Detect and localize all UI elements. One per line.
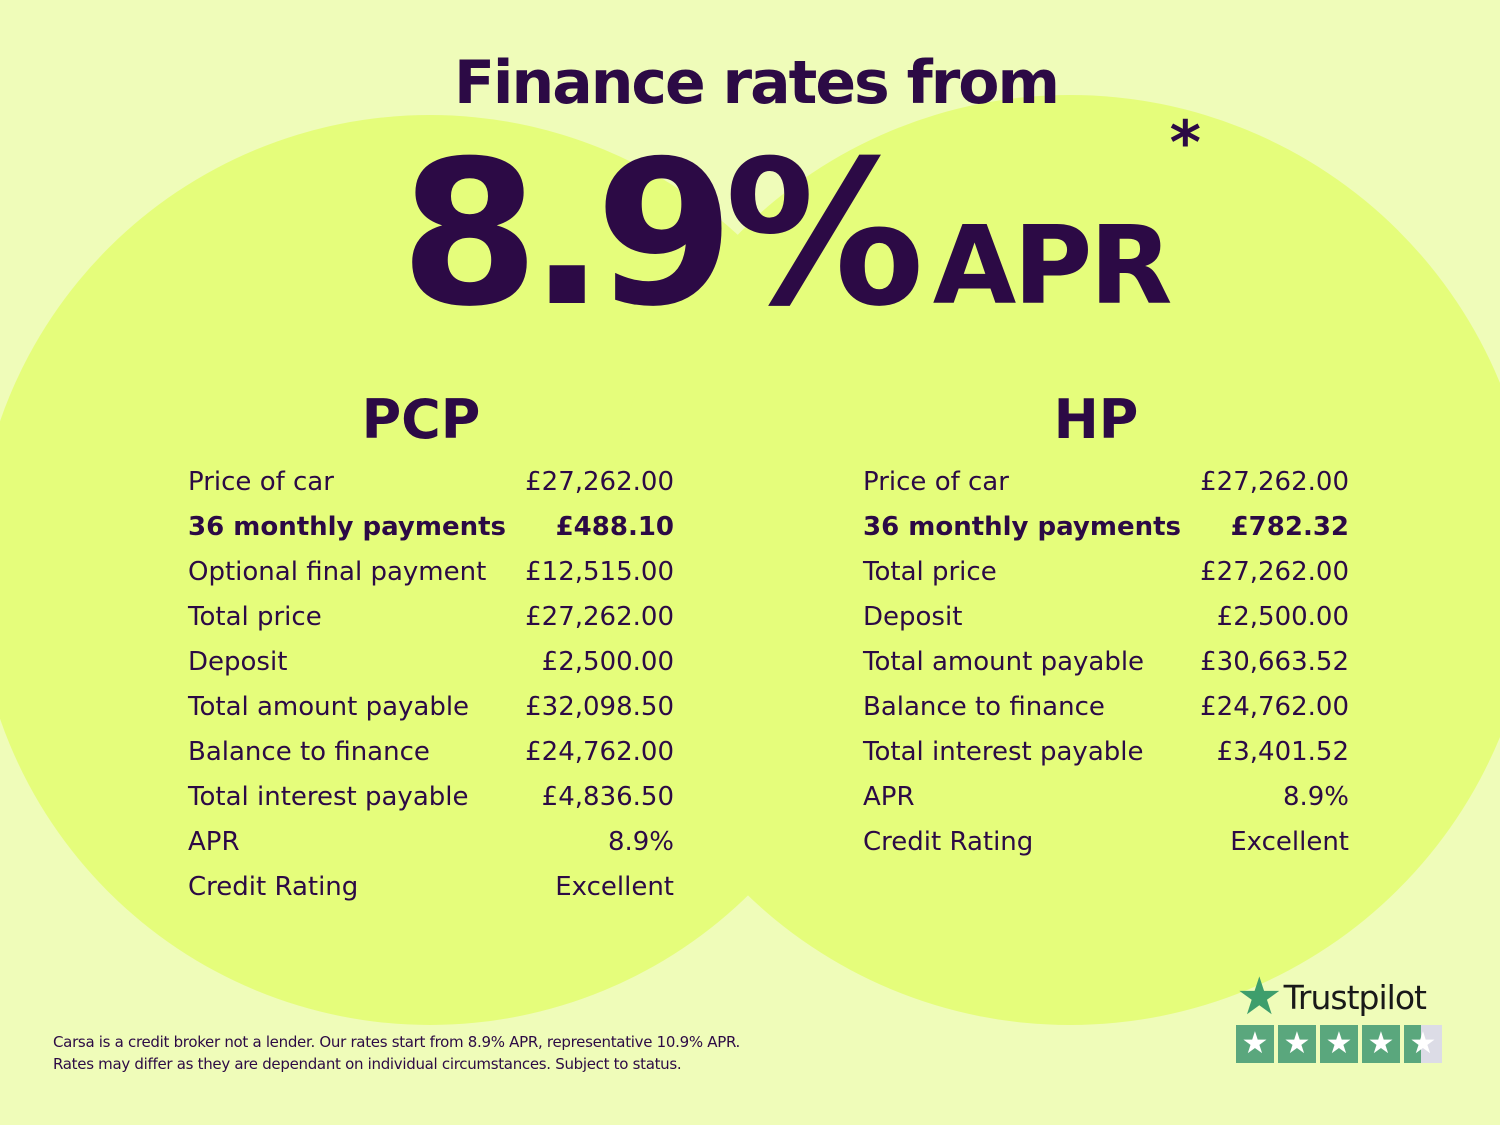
- background-circle-right: [605, 95, 1500, 1025]
- headline: Finance rates from: [453, 48, 1060, 118]
- row-value: £30,663.52: [1200, 647, 1349, 677]
- row-value: £488.10: [555, 512, 674, 542]
- rating-star-icon: ★: [1236, 1025, 1274, 1063]
- disclaimer-line-1: Carsa is a credit broker not a lender. O…: [53, 1033, 740, 1051]
- table-row: 36 monthly payments £782.32: [863, 505, 1349, 550]
- row-value: Excellent: [1230, 827, 1349, 857]
- row-label: Balance to finance: [863, 692, 1105, 722]
- rating-star-icon: ★: [1320, 1025, 1358, 1063]
- table-row: Deposit £2,500.00: [188, 640, 674, 685]
- apr-rate: 8.9% APR *: [400, 108, 1201, 351]
- row-label: APR: [863, 782, 915, 812]
- table-row: APR 8.9%: [188, 820, 674, 865]
- hp-table: HP Price of car £27,262.00 36 monthly paym…: [863, 388, 1349, 865]
- row-value: £12,515.00: [525, 557, 674, 587]
- row-value: £27,262.00: [1200, 467, 1349, 497]
- row-value: £3,401.52: [1216, 737, 1349, 767]
- table-row: Price of car £27,262.00: [188, 460, 674, 505]
- pcp-title: PCP: [361, 388, 481, 451]
- trustpilot-star-icon: ★: [1236, 967, 1283, 1027]
- row-label: Credit Rating: [863, 827, 1034, 857]
- table-row: Total interest payable £3,401.52: [863, 730, 1349, 775]
- row-label: Optional final payment: [188, 557, 487, 587]
- row-value: £782.32: [1230, 512, 1349, 542]
- row-value: Excellent: [555, 872, 674, 902]
- row-label: APR: [188, 827, 240, 857]
- trustpilot-rating: ★ ★ ★ ★ ★: [1236, 1025, 1442, 1063]
- trustpilot-badge: ★ Trustpilot ★ ★ ★ ★ ★: [1236, 967, 1442, 1063]
- row-label: Credit Rating: [188, 872, 359, 902]
- table-row: Deposit £2,500.00: [863, 595, 1349, 640]
- row-label: 36 monthly payments: [863, 512, 1181, 542]
- rating-star-icon: ★: [1404, 1025, 1442, 1063]
- trustpilot-name: Trustpilot: [1283, 977, 1427, 1017]
- rate-value: 8.9%: [400, 118, 925, 351]
- row-value: £27,262.00: [525, 602, 674, 632]
- row-label: Deposit: [188, 647, 288, 677]
- row-label: Total interest payable: [188, 782, 469, 812]
- rate-suffix: APR: [932, 204, 1173, 329]
- row-label: 36 monthly payments: [188, 512, 506, 542]
- table-row: APR 8.9%: [863, 775, 1349, 820]
- row-label: Total amount payable: [188, 692, 470, 722]
- table-row: Total amount payable £30,663.52: [863, 640, 1349, 685]
- table-row: Total amount payable £32,098.50: [188, 685, 674, 730]
- table-row: Optional final payment £12,515.00: [188, 550, 674, 595]
- table-row: Total interest payable £4,836.50: [188, 775, 674, 820]
- disclaimer-line-2: Rates may differ as they are dependant o…: [53, 1055, 682, 1073]
- row-label: Total price: [188, 602, 322, 632]
- row-value: 8.9%: [1282, 782, 1349, 812]
- table-row: 36 monthly payments £488.10: [188, 505, 674, 550]
- table-row: Price of car £27,262.00: [863, 460, 1349, 505]
- table-row: Balance to finance £24,762.00: [188, 730, 674, 775]
- table-row: Total price £27,262.00: [188, 595, 674, 640]
- row-value: £4,836.50: [541, 782, 674, 812]
- rating-star-icon: ★: [1278, 1025, 1316, 1063]
- row-label: Balance to finance: [188, 737, 430, 767]
- table-row: Credit Rating Excellent: [863, 820, 1349, 865]
- row-value: £32,098.50: [525, 692, 674, 722]
- row-label: Price of car: [863, 467, 1009, 497]
- row-value: £27,262.00: [1200, 557, 1349, 587]
- row-value: £24,762.00: [1200, 692, 1349, 722]
- row-value: 8.9%: [607, 827, 674, 857]
- row-label: Deposit: [863, 602, 963, 632]
- row-label: Price of car: [188, 467, 334, 497]
- row-label: Total amount payable: [863, 647, 1145, 677]
- asterisk: *: [1169, 108, 1201, 178]
- rating-star-icon: ★: [1362, 1025, 1400, 1063]
- hp-title: HP: [1053, 388, 1139, 451]
- table-row: Balance to finance £24,762.00: [863, 685, 1349, 730]
- row-value: £2,500.00: [541, 647, 674, 677]
- row-value: £27,262.00: [525, 467, 674, 497]
- table-row: Total price £27,262.00: [863, 550, 1349, 595]
- row-label: Total price: [863, 557, 997, 587]
- row-value: £24,762.00: [525, 737, 674, 767]
- row-value: £2,500.00: [1216, 602, 1349, 632]
- table-row: Credit Rating Excellent: [188, 865, 674, 910]
- row-label: Total interest payable: [863, 737, 1144, 767]
- disclaimer: Carsa is a credit broker not a lender. O…: [53, 1031, 740, 1075]
- pcp-table: PCP Price of car £27,262.00 36 monthly pay…: [188, 388, 674, 910]
